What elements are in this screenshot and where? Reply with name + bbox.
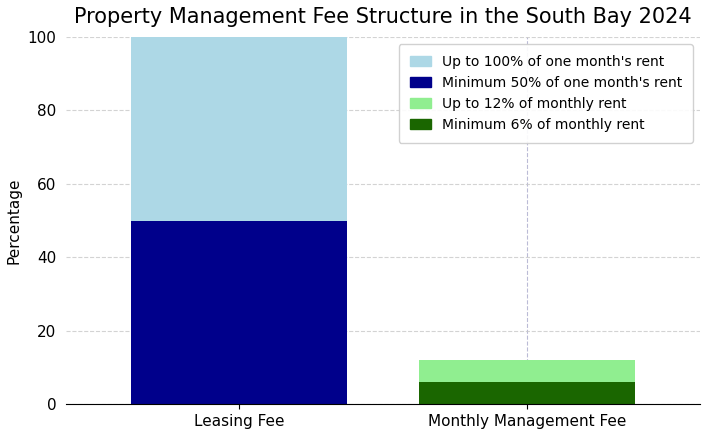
Legend: Up to 100% of one month's rent, Minimum 50% of one month's rent, Up to 12% of mo: Up to 100% of one month's rent, Minimum … [399,44,693,143]
Bar [131,221,347,404]
Bar [419,360,635,382]
Bar [131,37,347,221]
Title: Property Management Fee Structure in the South Bay 2024: Property Management Fee Structure in the… [74,7,692,27]
Y-axis label: Percentage: Percentage [7,177,22,264]
Bar [419,382,635,404]
